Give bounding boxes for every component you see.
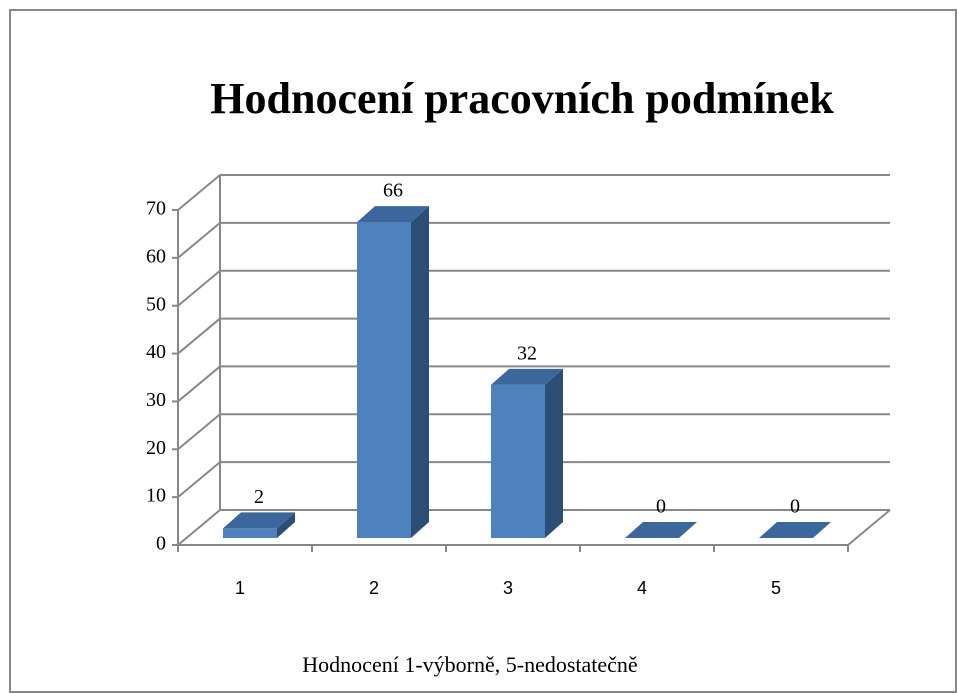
bar <box>223 512 295 538</box>
bar-front <box>357 222 411 538</box>
data-label: 32 <box>517 342 537 364</box>
bar-top <box>223 512 295 529</box>
bar <box>357 206 429 538</box>
y-tick-label: 0 <box>156 533 166 555</box>
bar <box>625 522 697 538</box>
y-tick-label: 40 <box>146 341 166 363</box>
x-tick-label: 4 <box>637 578 647 598</box>
y-tick-label: 60 <box>146 245 166 267</box>
grid-line-side <box>177 269 221 307</box>
floor-edge <box>847 509 891 546</box>
grid-line-side <box>177 317 221 355</box>
bar-front <box>223 528 277 538</box>
bar-side <box>545 368 563 538</box>
bar-front <box>491 384 545 538</box>
y-tick-label: 20 <box>146 437 166 459</box>
grid-line-side <box>177 365 221 403</box>
data-label: 0 <box>790 496 800 518</box>
bar <box>491 368 563 538</box>
grid-line-side <box>177 222 221 259</box>
grid-line-side <box>177 413 221 451</box>
y-tick-label: 70 <box>146 198 166 220</box>
grid-line-side <box>177 509 221 546</box>
x-axis-label: Hodnocení 1-výborně, 5-nedostatečně <box>302 652 637 677</box>
y-tick-label: 30 <box>146 389 166 411</box>
chart-title: Hodnocení pracovních podmínek <box>210 74 834 123</box>
data-label: 66 <box>383 180 403 202</box>
x-tick-label: 2 <box>369 578 379 598</box>
grid-line-side <box>177 174 221 211</box>
chart-border <box>9 9 957 693</box>
bar-side <box>411 206 429 538</box>
bar <box>759 522 831 538</box>
bar-top <box>491 368 563 385</box>
grid-line-side <box>177 461 221 498</box>
bar-top <box>625 522 697 538</box>
bar-side <box>277 512 295 538</box>
x-tick-label: 3 <box>503 578 513 598</box>
data-label: 2 <box>254 486 264 508</box>
y-tick-label: 50 <box>146 293 166 315</box>
x-tick-label: 5 <box>771 578 781 598</box>
data-label: 0 <box>656 496 666 518</box>
bar-top <box>357 206 429 223</box>
y-tick-label: 10 <box>146 485 166 507</box>
bar-top <box>759 522 831 538</box>
x-tick-label: 1 <box>235 578 245 598</box>
